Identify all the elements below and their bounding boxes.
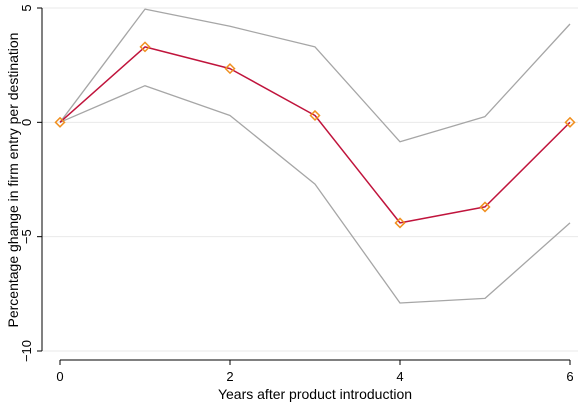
y-tick-label: −10	[19, 340, 34, 362]
lower-bound-line	[59, 85, 571, 304]
point-estimate-marker	[309, 109, 321, 122]
point-estimate-line	[59, 46, 571, 224]
point-estimate-marker	[394, 217, 406, 229]
x-tick-label: 6	[566, 369, 573, 384]
y-axis-title: Percentage ghange in firm entry per dest…	[5, 33, 21, 328]
grid	[42, 7, 578, 352]
markers	[54, 41, 576, 229]
axes	[41, 8, 570, 361]
x-tick-label: 0	[56, 369, 63, 384]
x-axis-title: Years after product introduction	[218, 386, 412, 402]
y-tick-label: 5	[19, 4, 34, 11]
point-estimate-marker	[224, 63, 236, 75]
point-estimate-marker	[479, 201, 491, 213]
upper-bound-line	[59, 8, 571, 143]
series	[59, 8, 571, 304]
ticks: −10 −5 0 5 0 2 4 6	[19, 4, 574, 384]
y-tick-label: −5	[19, 229, 34, 244]
y-tick-label: 0	[19, 119, 34, 126]
point-estimate-marker	[564, 116, 576, 128]
x-tick-label: 4	[396, 369, 403, 384]
x-tick-label: 2	[226, 369, 233, 384]
point-estimate-marker	[139, 41, 151, 53]
point-estimate-marker	[54, 116, 66, 128]
